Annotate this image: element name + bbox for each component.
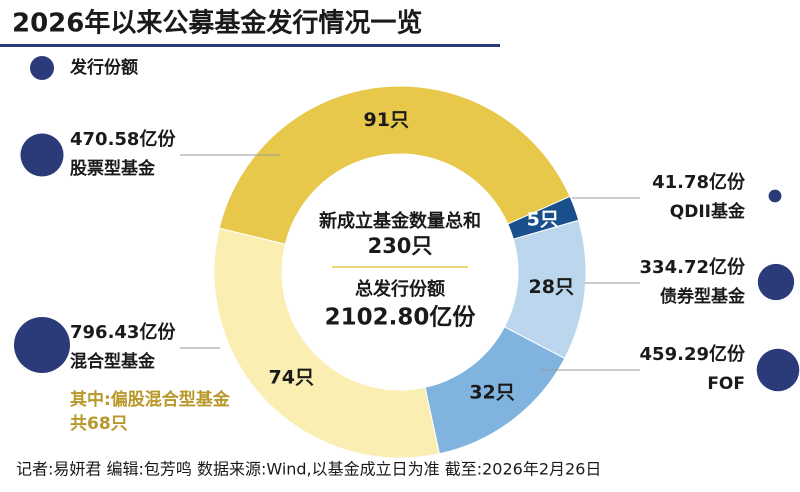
amount-label: 334.72亿份 <box>640 256 746 278</box>
amount-bubble <box>20 133 64 177</box>
slice-label: 5只 <box>527 208 559 230</box>
category-label: 股票型基金 <box>70 158 156 179</box>
amount-bubble <box>768 189 782 203</box>
annotation: 共68只 <box>70 414 128 434</box>
amount-bubble <box>757 263 795 301</box>
category-label: FOF <box>707 374 745 394</box>
center-count-title: 新成立基金数量总和 <box>319 210 481 232</box>
center-amount-title: 总发行份额 <box>355 278 445 300</box>
annotation: 其中:偏股混合型基金 <box>70 389 231 410</box>
category-label: 债券型基金 <box>660 286 746 307</box>
amount-bubble <box>14 317 70 373</box>
center-amount: 2102.80亿份 <box>325 305 477 331</box>
category-label: QDII基金 <box>670 201 746 222</box>
donut-slice <box>213 227 440 459</box>
footer: 记者:易妍君 编辑:包芳鸣 数据来源:Wind,以基金成立日为准 截至:2026… <box>16 460 601 479</box>
chart-title: 2026年以来公募基金发行情况一览 <box>12 8 422 39</box>
amount-label: 459.29亿份 <box>640 343 746 365</box>
amount-label: 470.58亿份 <box>70 128 176 150</box>
category-label: 混合型基金 <box>70 351 156 372</box>
legend-label: 发行份额 <box>69 57 138 78</box>
donut-slice <box>218 85 571 245</box>
donut <box>213 85 587 459</box>
slice-label: 74只 <box>269 367 314 389</box>
slice-label: 32只 <box>469 381 514 403</box>
title-rule <box>0 44 500 47</box>
amount-bubble <box>756 348 800 392</box>
legend-symbol <box>30 56 54 80</box>
center-count: 230只 <box>368 234 433 258</box>
amount-label: 41.78亿份 <box>652 171 746 193</box>
amount-label: 796.43亿份 <box>70 321 176 343</box>
slice-label: 28只 <box>529 276 574 298</box>
slice-label: 91只 <box>364 109 409 131</box>
